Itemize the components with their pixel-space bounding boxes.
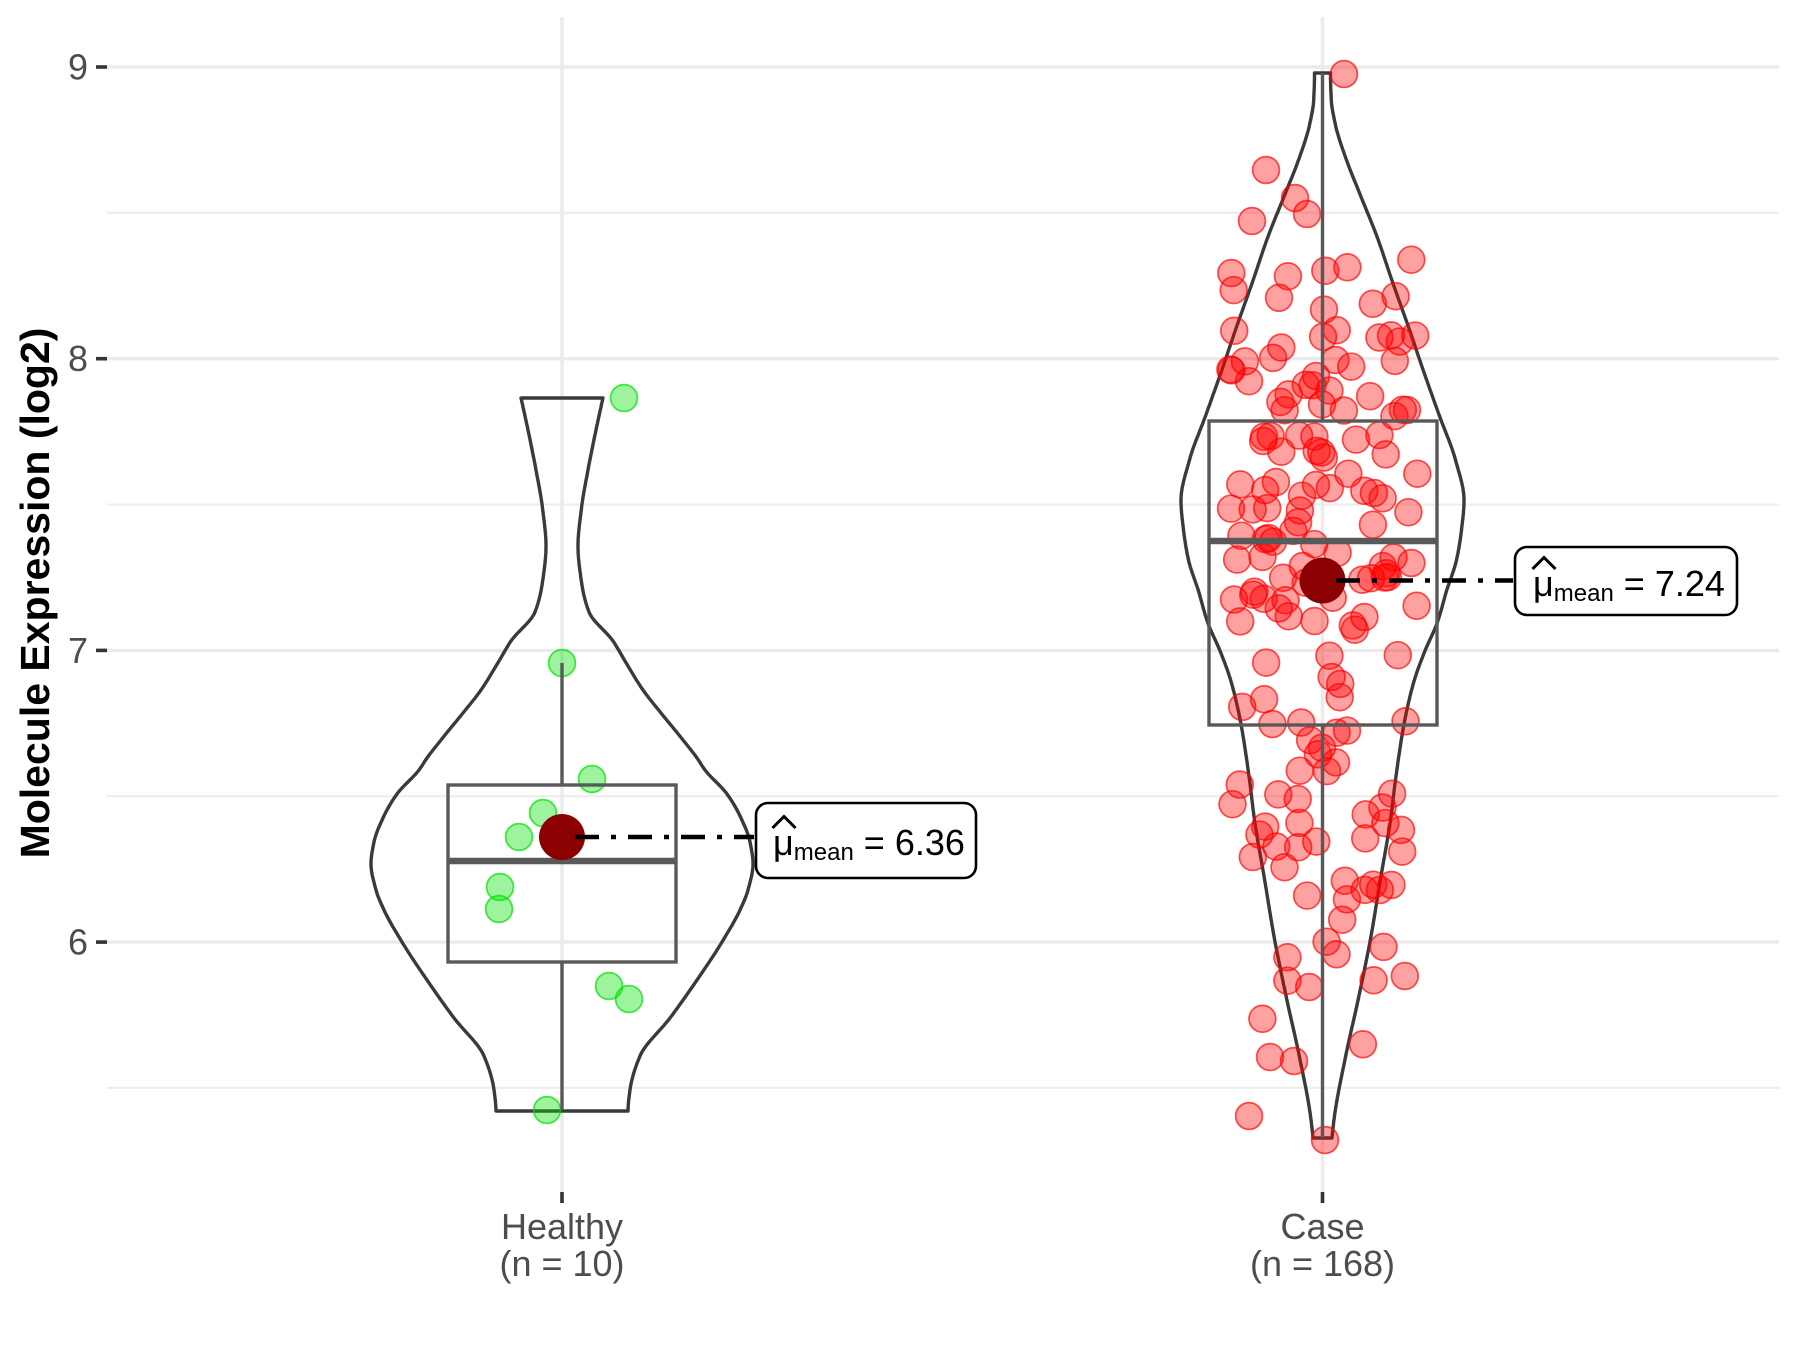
svg-text:8: 8 (68, 338, 88, 379)
svg-text:9: 9 (68, 47, 88, 88)
svg-text:Case: Case (1280, 1206, 1364, 1247)
svg-text:μmean = 7.24: μmean = 7.24 (1533, 563, 1725, 607)
svg-text:Healthy: Healthy (501, 1206, 623, 1247)
svg-text:(n = 10): (n = 10) (499, 1243, 624, 1284)
svg-text:(n = 168): (n = 168) (1250, 1243, 1395, 1284)
svg-text:Molecule Expression (log2): Molecule Expression (log2) (12, 328, 58, 859)
svg-text:6: 6 (68, 922, 88, 963)
svg-text:7: 7 (68, 630, 88, 671)
